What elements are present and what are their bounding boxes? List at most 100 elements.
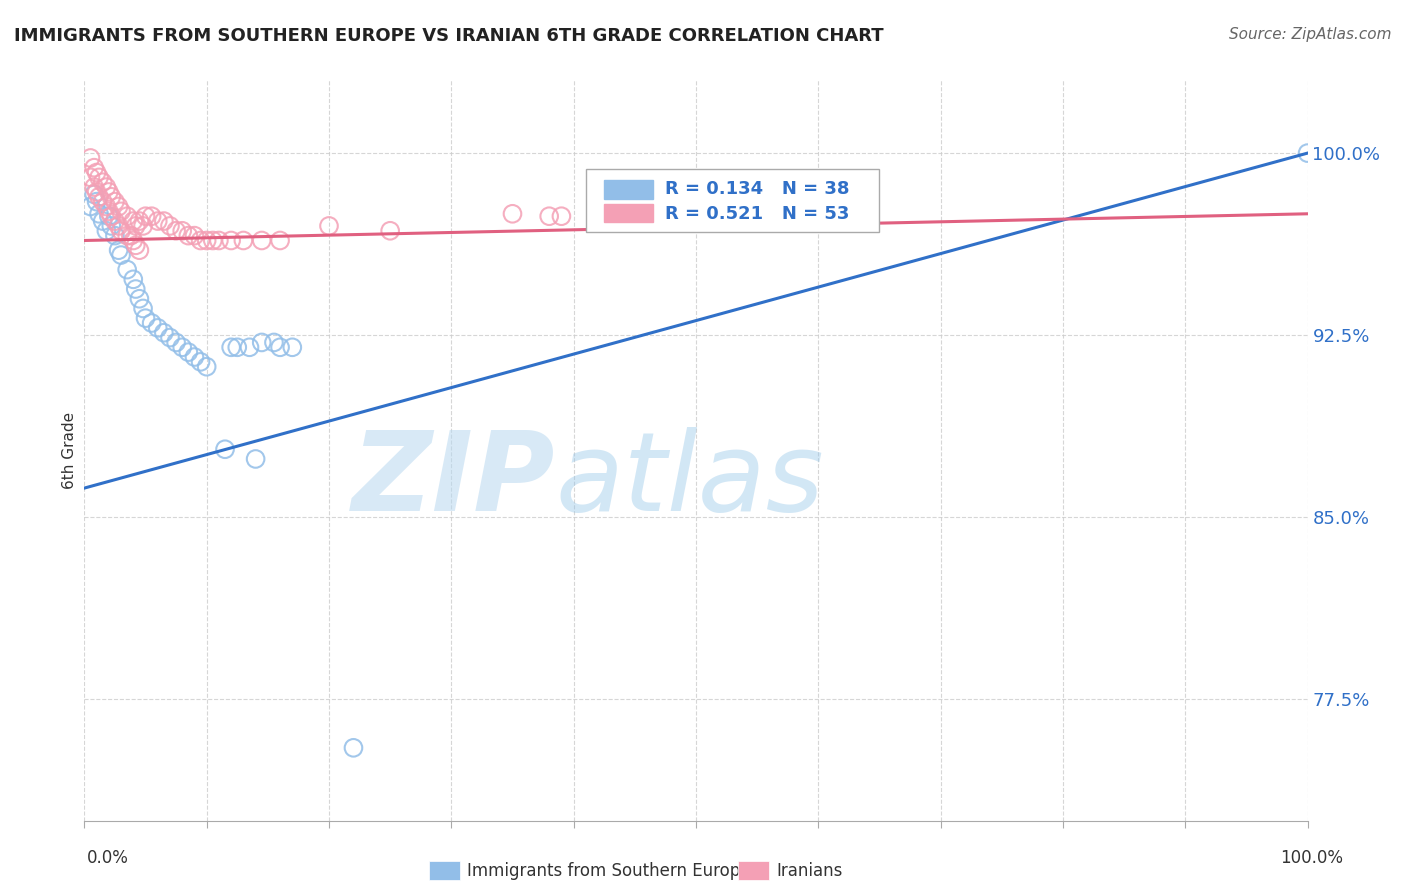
Point xyxy=(104,214,127,228)
Point xyxy=(263,335,285,350)
Text: 100.0%: 100.0% xyxy=(1279,849,1343,867)
Point xyxy=(87,207,110,221)
Point xyxy=(159,219,181,233)
Point xyxy=(122,214,145,228)
Point xyxy=(201,234,224,248)
Point xyxy=(195,234,218,248)
Text: Iranians: Iranians xyxy=(776,862,842,880)
Point xyxy=(245,452,267,467)
Point xyxy=(214,442,236,457)
Point xyxy=(232,234,254,248)
Point xyxy=(79,170,101,185)
Point xyxy=(250,234,273,248)
Point xyxy=(165,224,187,238)
Point xyxy=(97,204,120,219)
Point xyxy=(141,209,163,223)
Text: ZIP: ZIP xyxy=(352,426,555,533)
Point xyxy=(115,228,138,243)
Point xyxy=(83,161,105,175)
Point xyxy=(96,224,118,238)
Point xyxy=(269,234,291,248)
FancyBboxPatch shape xyxy=(605,204,654,222)
Point xyxy=(115,262,138,277)
Point xyxy=(87,190,110,204)
Point xyxy=(538,209,561,223)
Point xyxy=(125,238,148,252)
Point xyxy=(132,301,155,316)
Text: 0.0%: 0.0% xyxy=(87,849,129,867)
Point xyxy=(110,224,132,238)
Point xyxy=(125,282,148,296)
Point xyxy=(135,311,157,326)
Point xyxy=(110,204,132,219)
Point xyxy=(281,340,304,354)
Point xyxy=(96,200,118,214)
Point xyxy=(159,330,181,344)
Point xyxy=(83,180,105,194)
Y-axis label: 6th Grade: 6th Grade xyxy=(62,412,77,489)
Point xyxy=(122,234,145,248)
Point xyxy=(100,209,122,223)
Point xyxy=(100,219,122,233)
Text: R = 0.134   N = 38: R = 0.134 N = 38 xyxy=(665,180,849,199)
Point xyxy=(269,340,291,354)
Point xyxy=(128,292,150,306)
Point xyxy=(146,214,169,228)
Point xyxy=(115,209,138,223)
Point xyxy=(87,170,110,185)
Point xyxy=(86,194,108,209)
Text: Source: ZipAtlas.com: Source: ZipAtlas.com xyxy=(1229,27,1392,42)
Text: Immigrants from Southern Europe: Immigrants from Southern Europe xyxy=(467,862,751,880)
Text: R = 0.521   N = 53: R = 0.521 N = 53 xyxy=(665,204,849,222)
Point xyxy=(104,194,127,209)
Point xyxy=(219,340,242,354)
Point xyxy=(550,209,572,223)
Point xyxy=(128,243,150,257)
Point xyxy=(238,340,260,354)
Point xyxy=(250,335,273,350)
Point xyxy=(141,316,163,330)
Point xyxy=(1296,146,1319,161)
Point xyxy=(91,214,114,228)
Point xyxy=(502,207,524,221)
Point xyxy=(97,185,120,199)
Point xyxy=(195,359,218,374)
Point xyxy=(122,272,145,286)
Point xyxy=(380,224,402,238)
Point xyxy=(153,214,176,228)
Point xyxy=(132,219,155,233)
Point xyxy=(120,228,142,243)
Point xyxy=(107,243,129,257)
Point xyxy=(177,228,200,243)
Point xyxy=(79,200,101,214)
Point xyxy=(86,185,108,199)
Point xyxy=(135,209,157,223)
Point xyxy=(128,214,150,228)
FancyBboxPatch shape xyxy=(586,169,880,232)
Point xyxy=(107,200,129,214)
Point xyxy=(226,340,249,354)
Point xyxy=(219,234,242,248)
Point xyxy=(96,180,118,194)
Point xyxy=(125,219,148,233)
Point xyxy=(86,165,108,179)
Point xyxy=(83,187,105,202)
Point xyxy=(146,321,169,335)
Point xyxy=(183,350,205,364)
Text: atlas: atlas xyxy=(555,426,824,533)
Point xyxy=(172,340,194,354)
Point xyxy=(107,219,129,233)
Point xyxy=(342,740,364,755)
Point xyxy=(165,335,187,350)
Point xyxy=(110,248,132,262)
Point xyxy=(318,219,340,233)
Point xyxy=(183,228,205,243)
Point xyxy=(190,234,212,248)
Point xyxy=(100,190,122,204)
Point xyxy=(79,151,101,165)
FancyBboxPatch shape xyxy=(605,180,654,199)
Point xyxy=(104,228,127,243)
Point xyxy=(172,224,194,238)
Point xyxy=(91,175,114,189)
Point xyxy=(190,355,212,369)
